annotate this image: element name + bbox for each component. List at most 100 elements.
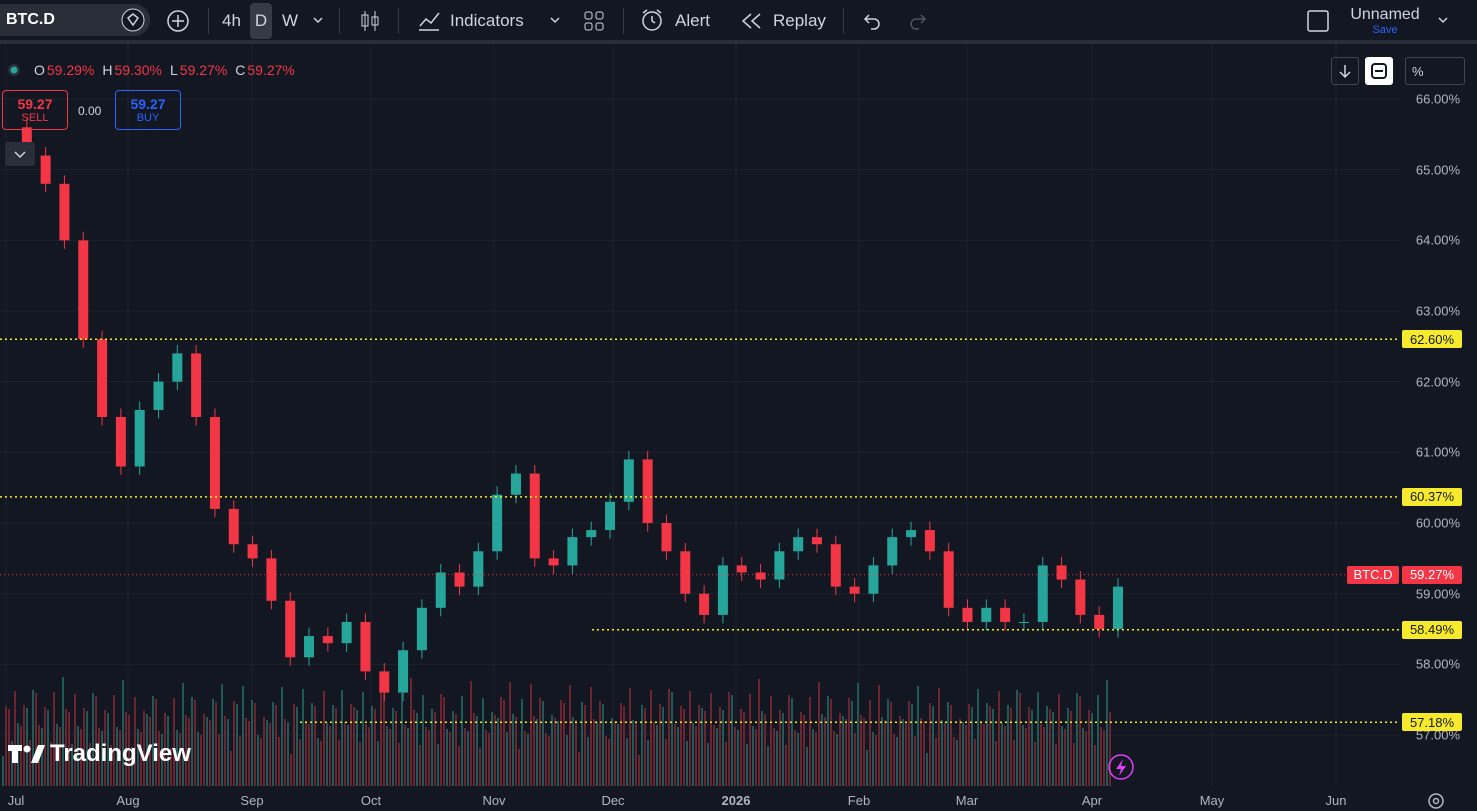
candle-body <box>1018 621 1029 623</box>
interval-4h[interactable]: 4h <box>222 11 241 30</box>
price-axis[interactable]: 66.00% 65.00% 64.00% 63.00% 62.00% 61.00% 60.0… <box>1400 44 1477 786</box>
volume-bar <box>692 723 694 786</box>
candle-body <box>172 353 183 382</box>
volume-bar <box>641 705 643 786</box>
volume-bar <box>719 707 721 786</box>
volume-bar <box>1073 743 1075 786</box>
volume-bar <box>650 690 652 786</box>
last-price-symbol-tag: BTC.D <box>1347 565 1399 584</box>
lightning-icon[interactable] <box>1107 753 1135 781</box>
chevron-down-icon[interactable] <box>312 15 324 25</box>
replay-button[interactable]: Replay <box>773 11 826 30</box>
layout-square-icon[interactable] <box>1306 9 1330 33</box>
volume-bar <box>899 716 901 786</box>
volume-bar <box>236 704 238 786</box>
volume-bar <box>338 740 340 786</box>
volume-bar <box>851 701 853 786</box>
y-tick-label: 60.00% <box>1415 515 1460 531</box>
x-tick-label: Feb <box>847 793 871 808</box>
volume-bar <box>116 727 118 786</box>
volume-bar <box>509 682 511 786</box>
volume-bar <box>770 696 772 786</box>
volume-bar <box>644 708 646 786</box>
volume-bar <box>1001 723 1003 786</box>
x-tick-label: Mar <box>955 793 979 808</box>
collapse-legend-button[interactable] <box>5 142 35 166</box>
volume-bar <box>1058 694 1060 786</box>
volume-bar <box>932 706 934 786</box>
symbol-search[interactable]: BTC.D <box>0 4 150 36</box>
volume-bar <box>497 718 499 786</box>
auto-scale-button[interactable] <box>1365 57 1393 85</box>
chevron-down-icon[interactable] <box>1437 15 1449 25</box>
candle-body <box>605 501 616 531</box>
chevron-down-icon[interactable] <box>549 15 561 25</box>
redo-icon[interactable] <box>908 11 930 31</box>
indicators-icon[interactable] <box>416 8 442 34</box>
volume-bar <box>989 706 991 786</box>
candle-body <box>247 544 258 559</box>
volume-bar <box>65 709 67 786</box>
volume-bar <box>674 724 676 786</box>
scroll-down-button[interactable] <box>1331 57 1359 85</box>
settings-gear-icon[interactable] <box>1425 790 1447 811</box>
volume-bar <box>605 736 607 786</box>
candle-body <box>304 636 315 658</box>
volume-bar <box>860 715 862 786</box>
compare-add-icon[interactable] <box>166 9 190 33</box>
volume-bar <box>416 713 418 786</box>
volume-bar <box>185 715 187 786</box>
volume-bar <box>1016 690 1018 786</box>
volume-bar <box>32 690 34 786</box>
tradingview-logo-icon <box>8 745 45 763</box>
sell-button[interactable]: 59.27 SELL <box>2 90 68 130</box>
y-tick-label: 63.00% <box>1415 303 1460 319</box>
volume-bar <box>95 696 97 786</box>
volume-bar <box>551 715 553 786</box>
buy-button[interactable]: 59.27 BUY <box>115 90 181 130</box>
volume-bar <box>35 693 37 786</box>
price-chart[interactable] <box>0 44 1400 786</box>
candle-body <box>360 621 371 672</box>
volume-bar <box>629 688 631 786</box>
volume-bar <box>359 742 361 786</box>
layout-name[interactable]: Unnamed Save <box>1345 6 1425 36</box>
volume-bar <box>305 721 307 786</box>
diamond-icon[interactable] <box>120 8 146 32</box>
volume-bar <box>41 728 43 786</box>
volume-bar <box>839 713 841 786</box>
volume-bar <box>269 723 271 786</box>
volume-bar <box>755 729 757 786</box>
high-label: H <box>102 62 113 78</box>
interval-w[interactable]: W <box>282 11 299 30</box>
volume-bar <box>386 726 388 786</box>
candles-icon[interactable] <box>358 8 382 34</box>
replay-icon[interactable] <box>740 11 764 31</box>
alert-clock-icon[interactable] <box>639 7 667 35</box>
undo-icon[interactable] <box>860 11 882 31</box>
volume-bar <box>1010 708 1012 786</box>
volume-bar <box>743 712 745 786</box>
volume-bar <box>371 706 373 786</box>
alert-button[interactable]: Alert <box>675 11 710 30</box>
volume-bar <box>545 733 547 786</box>
save-link[interactable]: Save <box>1372 24 1398 36</box>
volume-bar <box>731 695 733 786</box>
volume-bar <box>845 719 847 786</box>
tradingview-watermark[interactable]: TradingView <box>6 740 191 768</box>
scale-mode-select[interactable]: % <box>1405 57 1465 85</box>
volume-bar <box>734 727 736 786</box>
chevron-down-icon <box>14 151 26 159</box>
y-tick-label: 62.00% <box>1415 374 1460 390</box>
volume-bar <box>1103 730 1105 786</box>
layouts-grid-icon[interactable] <box>582 9 606 33</box>
volume-bar <box>449 732 451 786</box>
indicators-button[interactable]: Indicators <box>450 11 524 30</box>
volume-bar <box>227 719 229 786</box>
x-tick-label: 2026 <box>721 793 751 808</box>
x-tick-label: Apr <box>1081 793 1103 808</box>
volume-bar <box>830 699 832 786</box>
interval-d[interactable]: D <box>250 3 272 39</box>
volume-bar <box>941 720 943 786</box>
candle-body <box>811 537 822 545</box>
